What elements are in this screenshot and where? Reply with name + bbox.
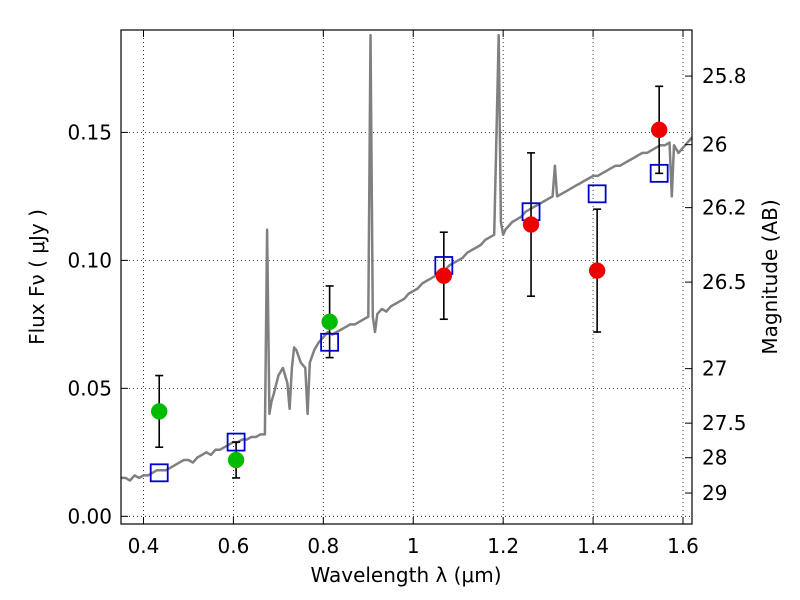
red-data-point: [588, 262, 606, 279]
mag-tick-label: 27: [702, 357, 727, 381]
x-tick-label: 0.8: [307, 534, 339, 558]
model-square-point: [226, 432, 246, 452]
mag-tick-label: 26.5: [702, 270, 747, 294]
plot-frame: [120, 29, 693, 525]
green-data-point: [321, 313, 338, 331]
y-tick-label: 0.00: [67, 504, 112, 528]
y-tick-label: 0.10: [67, 248, 112, 272]
x-tick-label: 1: [407, 534, 420, 558]
red-data-point: [522, 216, 540, 233]
mag-tick-label: 26: [702, 133, 727, 157]
model-square-point: [320, 332, 340, 352]
spectrum-line: [121, 33, 693, 482]
x-tick-label: 0.4: [128, 534, 160, 558]
mag-tick-label: 25.8: [702, 64, 747, 88]
red-data-point: [650, 121, 668, 139]
model-square-point: [587, 184, 607, 204]
y-axis-label: Flux Fν ( μJy ): [25, 209, 49, 345]
green-data-point: [227, 451, 245, 469]
green-data-point: [150, 403, 168, 420]
y2-axis-label: Magnitude (AB): [758, 199, 782, 354]
model-square-point: [649, 163, 669, 183]
mag-tick-label: 29: [702, 481, 727, 505]
x-axis-label: Wavelength λ (μm): [310, 563, 501, 587]
mag-tick-label: 26.2: [702, 196, 747, 220]
x-tick-label: 1.6: [667, 534, 699, 558]
spectrum-layer: [121, 33, 693, 482]
x-tick-label: 0.6: [217, 534, 249, 558]
model-square-point: [149, 463, 169, 483]
mag-tick-label: 28: [702, 446, 727, 470]
mag-tick-label: 27.5: [702, 411, 747, 435]
y-tick-label: 0.05: [67, 376, 112, 400]
tick-layer: 0.4 0.6 0.8 1 1.2 1.4 1.6 0.00 0.05 0.10 0.15 25.8 2…: [67, 30, 747, 558]
x-tick-label: 1.2: [487, 534, 519, 558]
red-data-point: [435, 267, 453, 284]
marker-layer: [149, 121, 669, 483]
y-tick-label: 0.15: [67, 120, 112, 144]
x-tick-label: 1.4: [577, 534, 609, 558]
